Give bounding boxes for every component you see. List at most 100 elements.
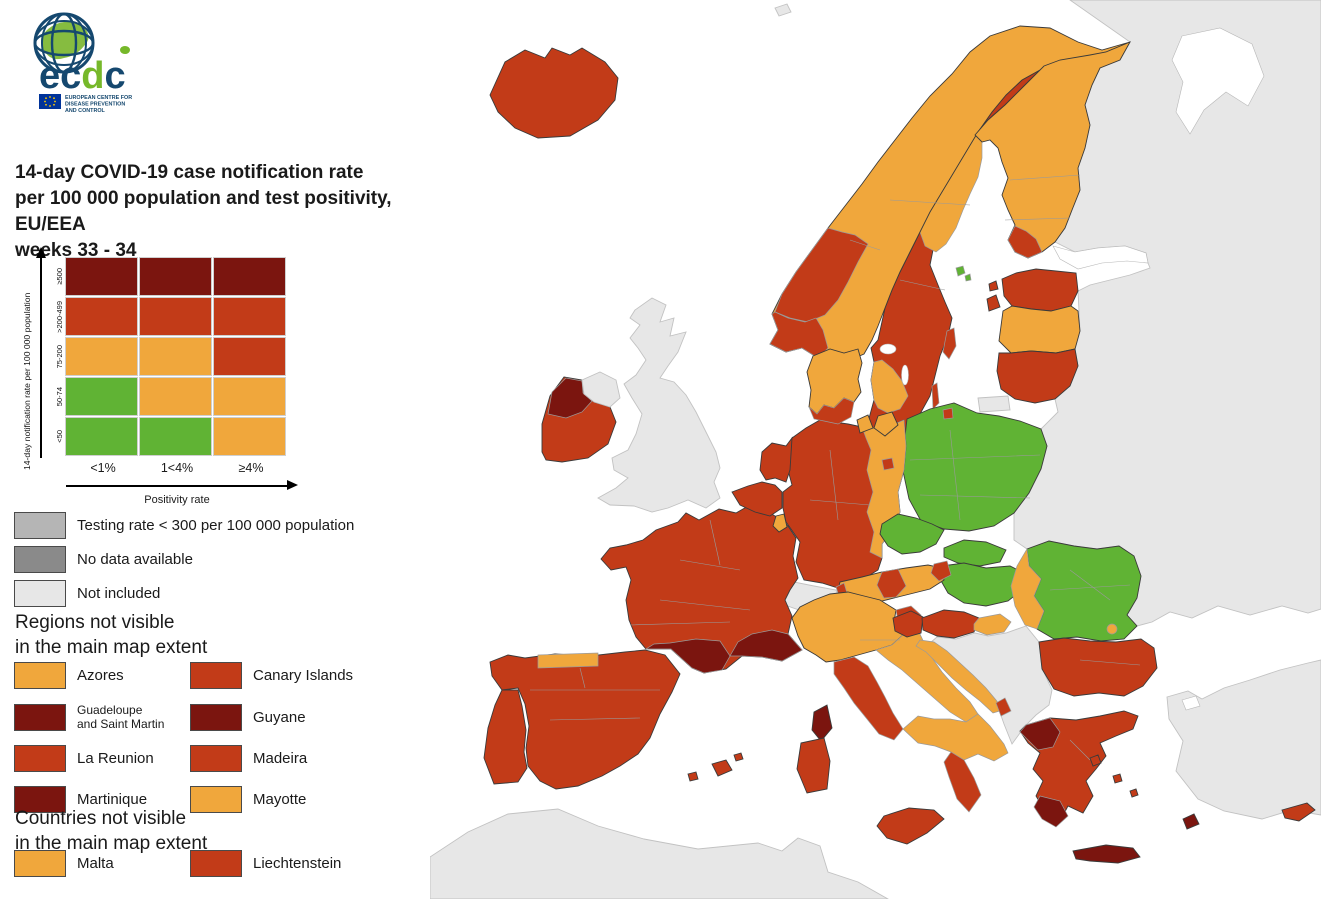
map-region-sardinia	[796, 737, 831, 794]
map-region-estonia	[1001, 268, 1079, 312]
map-region-slovakia	[943, 539, 1007, 567]
matrix-cell	[139, 337, 212, 376]
logo-leaf	[120, 46, 130, 54]
matrix-row: 50-74	[52, 377, 288, 416]
map-region-luxembourg	[772, 513, 788, 533]
legend-item: La Reunion	[14, 745, 190, 772]
map-region-netherlands	[759, 436, 793, 483]
logo-brand-text: ecdc	[39, 55, 126, 97]
legend-label: Liechtenstein	[253, 855, 342, 872]
map-region-oland	[931, 382, 940, 410]
legend-swatch	[14, 512, 66, 539]
matrix-column-label: ≥4%	[238, 461, 264, 475]
matrix-row: <50	[52, 417, 288, 456]
ecdc-logo: ecdc EUROPEAN CENTRE FOR DISEASE PREVENT…	[33, 12, 132, 114]
map-region-austria-central	[876, 568, 907, 599]
map-region-turkey	[1166, 659, 1321, 820]
matrix-cell	[65, 417, 138, 456]
matrix-cell	[65, 377, 138, 416]
countries-heading-line1: Countries not visible	[15, 808, 187, 829]
legend-item: Guadeloupe and Saint Martin	[14, 703, 190, 731]
map-region-tuscany-lazio	[833, 656, 904, 741]
legend-label: La Reunion	[77, 750, 154, 767]
map-region-croatia-coast	[915, 639, 1004, 714]
map-region-denmark-islands	[856, 411, 899, 437]
map-region-calabria	[943, 751, 982, 813]
legend-item: No data available	[14, 546, 354, 573]
map-region-croatia-slavonia	[973, 613, 1012, 636]
legend-swatch	[14, 703, 66, 731]
map-region-finland-sw	[1007, 225, 1043, 259]
map-region-bulgaria	[1038, 637, 1158, 697]
map-region-romania-west	[1010, 547, 1045, 630]
matrix-cell	[139, 297, 212, 336]
map-region-italy-south	[902, 713, 1009, 762]
map-region-dubrovnik	[995, 697, 1012, 717]
legend-item: Guyane	[190, 703, 424, 731]
matrix-column-labels: <1% 1<4% ≥4%	[66, 461, 288, 475]
map-region-lithuania	[996, 348, 1079, 404]
logo-org-line2: DISEASE PREVENTION	[65, 102, 125, 108]
map-region-bornholm	[942, 407, 954, 420]
legend-label: Madeira	[253, 750, 308, 767]
map-region-kaliningrad	[977, 395, 1011, 413]
legend-label: Martinique	[77, 791, 148, 808]
matrix-cell	[65, 257, 138, 296]
map-region-cyprus	[1281, 802, 1316, 822]
legend-label: Guyane	[253, 708, 306, 726]
x-axis-arrow	[66, 485, 288, 487]
x-axis-arrowhead-icon	[287, 480, 298, 490]
matrix-row-label: ≥500	[54, 268, 64, 285]
map-region-norway-southwest	[769, 311, 829, 359]
legend-swatch	[14, 786, 66, 813]
matrix-cell	[65, 337, 138, 376]
legend-item: Liechtenstein	[190, 850, 424, 877]
globe-icon	[33, 12, 95, 74]
map-region-finland	[974, 41, 1132, 259]
legend-label: Guadeloupe and Saint Martin	[77, 703, 165, 731]
matrix-cell	[213, 337, 286, 376]
map-region-gotland	[942, 327, 957, 360]
legend-label: Testing rate < 300 per 100 000 populatio…	[77, 517, 355, 534]
legend-label: Malta	[77, 855, 114, 872]
matrix-cell	[213, 257, 286, 296]
internal-region-borders	[530, 174, 1141, 761]
map-region-crete	[1072, 844, 1141, 864]
legend-swatch	[190, 786, 242, 813]
map-region-jan-mayen	[774, 3, 792, 17]
map-region-vienna	[930, 560, 952, 582]
matrix-row: >200-499	[52, 297, 288, 336]
matrix-row-label: 50-74	[54, 386, 64, 407]
rate-positivity-matrix-legend: 14-day notification rate per 100 000 pop…	[8, 247, 318, 512]
matrix-row-label: >200-499	[54, 300, 64, 333]
legend-label: Azores	[77, 667, 124, 684]
legend-label: No data available	[77, 551, 193, 568]
matrix-cell	[65, 297, 138, 336]
regions-legend-grid: Azores Canary Islands Guadeloupe and Saint …	[14, 662, 424, 820]
matrix-column-label: 1<4%	[160, 461, 194, 475]
legend-swatch	[190, 745, 242, 772]
map-region-corsica	[811, 704, 833, 742]
map-region-peloponnese	[1033, 795, 1069, 828]
map-region-lake-vanern	[879, 343, 897, 355]
matrix-column-label: <1%	[90, 461, 116, 475]
map-region-bucharest	[1106, 623, 1118, 635]
map-region-white-sea	[1171, 27, 1265, 135]
matrix-row-label: 75-200	[54, 344, 64, 369]
map-title: 14-day COVID-19 case notification rate p…	[15, 160, 445, 264]
matrix-y-axis-label: 14-day notification rate per 100 000 pop…	[22, 292, 32, 470]
countries-heading-line2: in the main map extent	[15, 833, 208, 854]
map-region-denmark-south	[808, 397, 855, 425]
map-region-greece-nw	[1019, 717, 1061, 751]
matrix-row-label: <50	[54, 430, 64, 443]
map-region-ireland-nw	[547, 377, 593, 419]
legend-item: Malta	[14, 850, 190, 877]
europe-map	[430, 0, 1321, 899]
countries-section-heading: Countries not visible in the main map ex…	[15, 806, 207, 856]
matrix-cell	[213, 297, 286, 336]
matrix-rows: ≥500 >200-499 75-200 50-74 <50	[52, 257, 288, 458]
map-region-norway-mid	[774, 227, 869, 323]
legend-swatch	[14, 580, 66, 607]
legend-swatch	[190, 703, 242, 731]
map-region-latvia	[998, 305, 1081, 354]
